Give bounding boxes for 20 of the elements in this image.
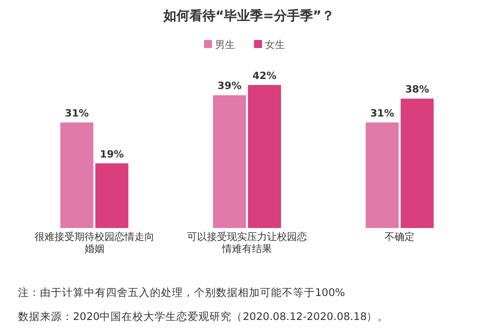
bar bbox=[95, 163, 128, 228]
bar bbox=[213, 95, 246, 228]
data-label: 42% bbox=[252, 71, 276, 82]
x-tick-label: 可以接受现实压力让校园恋情难有结果 bbox=[187, 231, 307, 255]
bar bbox=[60, 122, 94, 228]
chart-title: 如何看待“毕业季=分手季”？ bbox=[162, 8, 334, 24]
legend-label: 男生 bbox=[215, 39, 235, 51]
text: 注：由于计算中有四舍五入的处理，个别数据相加可能不等于100% bbox=[18, 286, 346, 299]
x-tick-label: 很难接受期待校园恋情走向婚姻 bbox=[34, 231, 154, 255]
source-note: 数据来源：2020中国在校大学生恋爱观研究（2020.08.12-2020.08.18）。 bbox=[18, 310, 389, 323]
bar bbox=[366, 122, 399, 228]
data-label: 39% bbox=[218, 81, 242, 92]
data-label: 31% bbox=[370, 108, 394, 120]
data-label: 19% bbox=[100, 149, 124, 160]
data-label: 38% bbox=[405, 84, 430, 96]
bar bbox=[400, 98, 434, 228]
data-label: 31% bbox=[64, 108, 89, 120]
x-tick-label: 不确定 bbox=[384, 231, 415, 243]
bar bbox=[248, 85, 281, 228]
legend-label: 女生 bbox=[265, 39, 285, 51]
